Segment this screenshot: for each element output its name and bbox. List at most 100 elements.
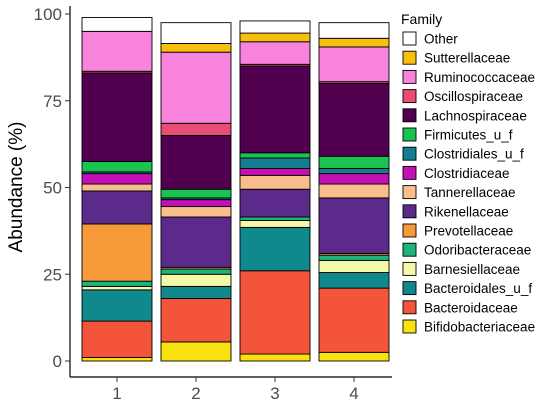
bar-segment-prevotellaceae-1 — [81, 223, 153, 282]
bar-segment-barnesiellaceae-1 — [81, 285, 153, 291]
legend-label: Ruminococcaceae — [424, 70, 535, 85]
x-tick-label: 4 — [349, 384, 358, 403]
legend-label: Prevotellaceae — [424, 224, 513, 239]
bar-segment-tannerellaceae-4 — [318, 183, 390, 199]
bar-segment-bacteroidaceae-1 — [81, 320, 153, 358]
legend-swatch — [402, 50, 417, 65]
y-tick-label: 0 — [53, 352, 62, 371]
legend-label: Sutterellaceae — [424, 51, 510, 66]
bar-segment-firmicutes-u-f-4 — [318, 155, 390, 169]
bar-segment-clostridiaceae-4 — [318, 173, 390, 185]
legend-label: Bacteroidales_u_f — [424, 281, 532, 296]
bar-segment-tannerellaceae-2 — [160, 206, 232, 218]
bar-segment-other-4 — [318, 22, 390, 39]
bar-segment-odoribacteraceae-2 — [160, 268, 232, 275]
legend-swatch — [402, 319, 417, 334]
bar-segment-tannerellaceae-1 — [81, 183, 153, 192]
bar-segment-clostridiales-u-f-3 — [239, 157, 311, 169]
bar-segment-tannerellaceae-3 — [239, 174, 311, 190]
bar-segment-clostridiaceae-1 — [81, 173, 153, 185]
bar-segment-other-3 — [239, 20, 311, 34]
legend-swatch — [402, 242, 417, 257]
legend-label: Clostridiales_u_f — [424, 147, 524, 162]
legend-label: Lachnospiraceae — [424, 108, 527, 123]
bar-segment-firmicutes-u-f-3 — [239, 152, 311, 159]
legend-swatch — [402, 261, 417, 276]
bar-segment-lachnospiraceae-4 — [318, 82, 390, 157]
legend-label: Bacteroidaceae — [424, 300, 518, 315]
y-ticks: 0 25 50 75 100 — [34, 5, 70, 371]
y-tick-label: 25 — [43, 265, 62, 284]
legend-label: Clostridiaceae — [424, 166, 510, 181]
bar-segment-lachnospiraceae-3 — [239, 65, 311, 154]
legend-swatch — [402, 165, 417, 180]
bar-segment-other-1 — [81, 17, 153, 32]
bar-segment-clostridiaceae-3 — [239, 167, 311, 176]
y-axis-title: Abundance (%) — [6, 122, 27, 253]
legend-swatch — [402, 281, 417, 296]
bar-segment-bacteroidales-u-f-1 — [81, 289, 153, 322]
legend-swatch — [402, 185, 417, 200]
legend-swatch — [402, 300, 417, 315]
bar-segment-bifidobacteriaceae-2 — [160, 341, 232, 362]
bar-segment-bacteroidaceae-2 — [160, 298, 232, 343]
legend-swatch — [402, 31, 417, 46]
bar-segment-barnesiellaceae-2 — [160, 273, 232, 287]
y-tick-label: 100 — [34, 5, 62, 24]
legend-swatch — [402, 223, 417, 238]
bar-segment-barnesiellaceae-4 — [318, 259, 390, 273]
bar-segment-clostridiaceae-2 — [160, 199, 232, 208]
legend-label: Odoribacteraceae — [424, 243, 531, 258]
bar-segment-other-2 — [160, 22, 232, 44]
legend-label: Oscillospiraceae — [424, 89, 523, 104]
x-tick-label: 1 — [112, 384, 121, 403]
y-tick-label: 75 — [43, 92, 62, 111]
legend-label: Firmicutes_u_f — [424, 128, 513, 143]
x-tick-label: 3 — [270, 384, 279, 403]
bar-segment-sutterellaceae-3 — [239, 32, 311, 43]
bar-segment-bacteroidales-u-f-2 — [160, 285, 232, 299]
legend-title: Family — [401, 11, 442, 27]
bar-segment-odoribacteraceae-1 — [81, 280, 153, 287]
axes-group — [69, 6, 392, 378]
legend-swatch — [402, 204, 417, 219]
bar-segment-bacteroidaceae-4 — [318, 287, 390, 353]
bar-segment-ruminococcaceae-4 — [318, 46, 390, 83]
bar-segment-sutterellaceae-2 — [160, 43, 232, 53]
legend-swatch — [402, 69, 417, 84]
legend: Family Other Sutterellaceae Ruminococcacea… — [401, 11, 535, 335]
legend-label: Tannerellaceae — [424, 185, 516, 200]
bar-segment-lachnospiraceae-1 — [81, 72, 153, 162]
bar-segment-lachnospiraceae-2 — [160, 134, 232, 190]
bar-segment-bacteroidales-u-f-4 — [318, 272, 390, 289]
bar-segment-bifidobacteriaceae-3 — [239, 353, 311, 362]
bar-segment-bacteroidaceae-3 — [239, 270, 311, 355]
legend-label: Other — [424, 32, 458, 47]
bars-group — [81, 17, 390, 362]
bar-segment-odoribacteraceae-4 — [318, 254, 390, 261]
bar-segment-ruminococcaceae-1 — [81, 30, 153, 72]
y-tick-label: 50 — [43, 179, 62, 198]
legend-swatch — [402, 146, 417, 161]
legend-swatch — [402, 108, 417, 123]
bar-segment-rikenellaceae-4 — [318, 197, 390, 254]
legend-swatch — [402, 127, 417, 142]
bar-segment-sutterellaceae-4 — [318, 37, 390, 48]
x-tick-label: 2 — [191, 384, 200, 403]
bar-segment-bifidobacteriaceae-4 — [318, 351, 390, 362]
bar-segment-ruminococcaceae-3 — [239, 41, 311, 65]
bar-segment-firmicutes-u-f-1 — [81, 161, 153, 173]
bar-segment-rikenellaceae-3 — [239, 188, 311, 218]
bar-segment-clostridiales-u-f-4 — [318, 167, 390, 175]
legend-label: Rikenellaceae — [424, 204, 509, 219]
bar-segment-odoribacteraceae-3 — [239, 216, 311, 221]
bar-segment-oscillospiraceae-2 — [160, 122, 232, 136]
bar-segment-barnesiellaceae-3 — [239, 220, 311, 228]
bar-segment-bifidobacteriaceae-1 — [81, 357, 153, 362]
bar-segment-rikenellaceae-2 — [160, 216, 232, 268]
bar-segment-firmicutes-u-f-2 — [160, 188, 232, 199]
bar-segment-ruminococcaceae-2 — [160, 51, 232, 124]
legend-label: Bifidobacteriaceae — [424, 320, 535, 335]
legend-label: Barnesiellaceae — [424, 262, 520, 277]
